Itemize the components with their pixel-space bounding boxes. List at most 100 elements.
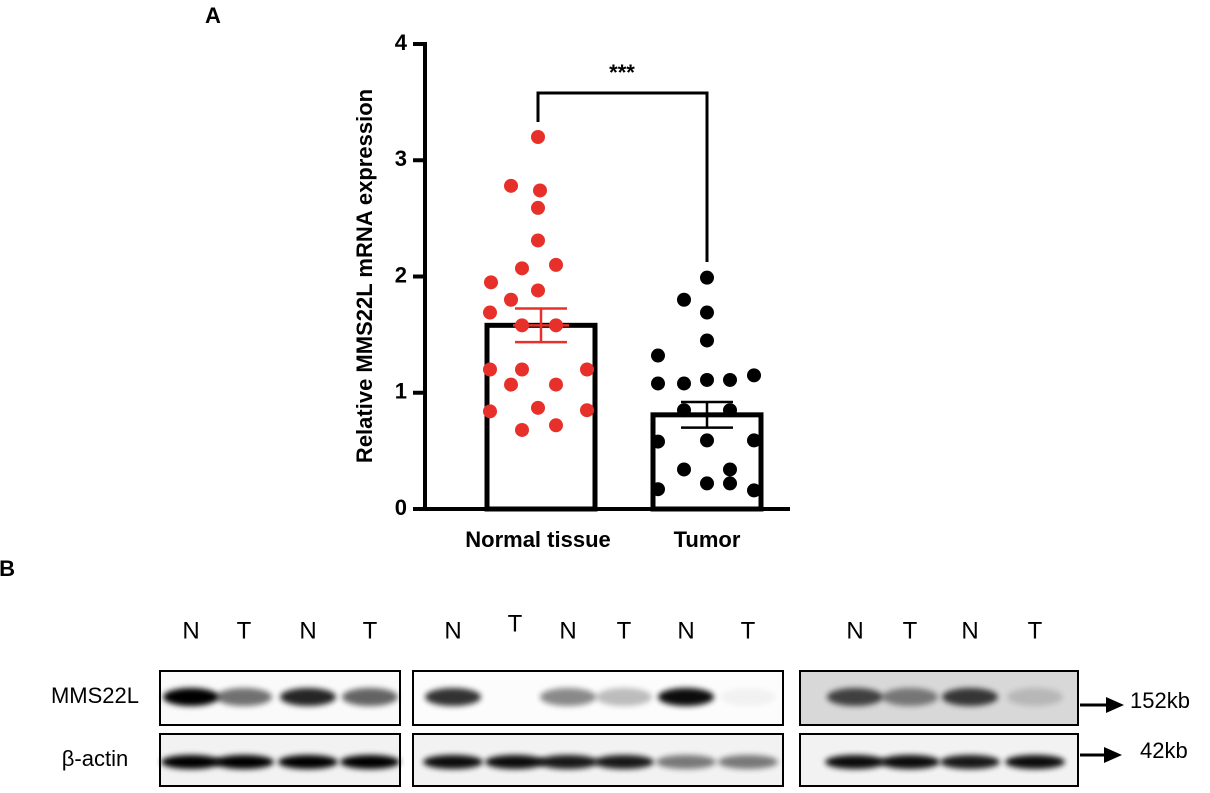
lane-label: T <box>617 617 632 644</box>
bar <box>650 412 764 512</box>
data-point <box>533 183 547 198</box>
size-label: 42kb <box>1140 738 1188 763</box>
band <box>940 755 1000 769</box>
band <box>280 688 336 706</box>
data-point <box>700 305 714 320</box>
arrow-head <box>1104 697 1124 763</box>
data-point <box>723 476 737 491</box>
lane-label: N <box>677 617 694 644</box>
data-point <box>700 433 714 448</box>
significance-bracket <box>536 91 709 262</box>
data-point <box>747 433 761 448</box>
data-point <box>700 333 714 348</box>
data-point <box>549 257 563 272</box>
arrow <box>1080 703 1110 757</box>
error-bar <box>513 307 569 344</box>
bar <box>484 322 598 512</box>
data-point <box>531 233 545 248</box>
data-point <box>515 362 529 377</box>
band <box>485 755 545 769</box>
band <box>540 688 596 706</box>
data-point <box>531 400 545 415</box>
data-point <box>483 404 497 419</box>
data-point <box>651 376 665 391</box>
band <box>718 755 778 769</box>
band <box>538 755 598 769</box>
data-point <box>677 292 691 307</box>
data-point <box>723 462 737 477</box>
x-tick-label: Normal tissue <box>465 527 611 552</box>
band <box>1007 688 1063 706</box>
band <box>161 755 221 769</box>
lane-label: N <box>961 617 978 644</box>
data-point <box>531 283 545 298</box>
band <box>720 688 776 706</box>
data-point <box>700 476 714 491</box>
band <box>942 688 998 706</box>
data-point <box>651 482 665 497</box>
size-label: 152kb <box>1130 688 1190 713</box>
band <box>594 755 654 769</box>
band <box>880 755 940 769</box>
band <box>214 755 274 769</box>
data-point <box>580 403 594 418</box>
panel-label: A <box>205 3 221 28</box>
error-bar-line <box>513 307 569 344</box>
band <box>216 688 272 706</box>
band <box>656 755 716 769</box>
row-label: MMS22L <box>51 683 139 708</box>
band <box>827 688 883 706</box>
data-point <box>651 434 665 449</box>
lane-label: T <box>363 617 378 644</box>
band <box>596 688 652 706</box>
y-tick-label: 0 <box>395 495 407 520</box>
band <box>340 755 400 769</box>
data-point <box>723 372 737 387</box>
x-tick-label: Tumor <box>674 527 741 552</box>
lane-label: T <box>1028 617 1043 644</box>
band <box>278 755 338 769</box>
data-point <box>580 362 594 377</box>
band <box>1005 755 1065 769</box>
data-point <box>651 348 665 363</box>
y-tick-label: 3 <box>395 146 407 171</box>
error-bar-line <box>679 400 735 429</box>
data-point <box>700 270 714 285</box>
lane-label: N <box>299 617 316 644</box>
significance: *** <box>609 60 635 85</box>
band <box>342 688 398 706</box>
data-point <box>531 130 545 144</box>
data-point <box>531 200 545 215</box>
data-point <box>484 275 498 290</box>
lane-label: T <box>903 617 918 644</box>
band <box>882 688 938 706</box>
band <box>163 688 219 706</box>
data-point <box>747 368 761 383</box>
data-point <box>483 305 497 320</box>
lane-label: T <box>237 617 252 644</box>
data-point <box>515 261 529 276</box>
y-tick-label: 4 <box>395 30 408 55</box>
band <box>658 688 714 706</box>
data-point <box>549 418 563 433</box>
data-point <box>747 483 761 498</box>
data-point <box>504 377 518 392</box>
error-bar <box>679 400 735 429</box>
panel-label: B <box>0 556 15 581</box>
band <box>423 755 483 769</box>
data-point <box>504 292 518 307</box>
data-point <box>700 372 714 387</box>
y-axis-label: Relative MMS22L mRNA expression <box>352 89 377 463</box>
row-label: β-actin <box>62 746 128 771</box>
data-point <box>549 377 563 392</box>
data-point <box>504 178 518 193</box>
data-point <box>677 376 691 391</box>
lane-label: N <box>559 617 576 644</box>
band <box>425 688 481 706</box>
lane-label: N <box>846 617 863 644</box>
band <box>825 755 885 769</box>
y-tick-label: 1 <box>395 379 407 404</box>
data-point <box>677 462 691 477</box>
lane-label: T <box>741 617 756 644</box>
